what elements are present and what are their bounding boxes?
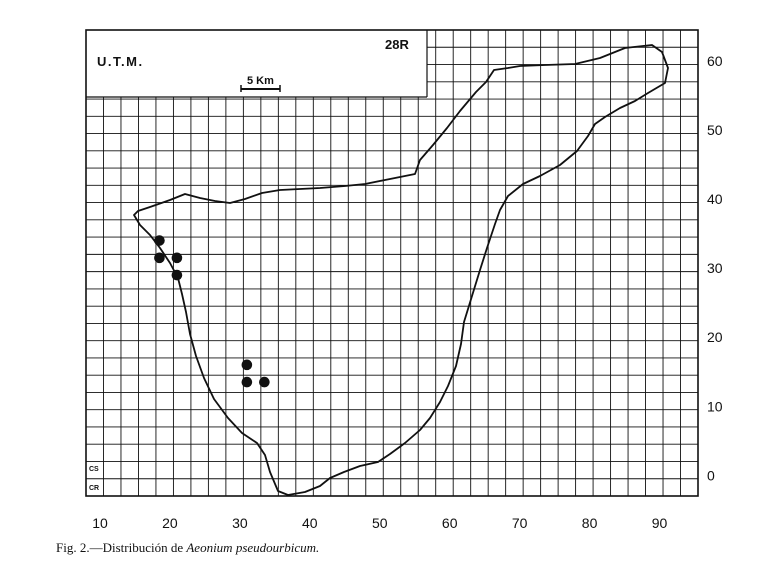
x-tick-label: 90	[652, 515, 668, 531]
utm-grid	[86, 30, 698, 496]
y-tick-label: 10	[707, 398, 723, 414]
occurrence-point	[259, 376, 270, 388]
caption-species: Aeonium pseudourbicum.	[186, 540, 320, 555]
y-tick-label: 50	[707, 122, 723, 138]
figure-caption: Fig. 2.—Distribución de Aeonium pseudour…	[56, 540, 319, 556]
x-tick-label: 70	[512, 515, 528, 531]
scale-bar	[240, 85, 281, 92]
y-axis-labels: 60 50 40 30 20 10 0	[707, 53, 723, 483]
occurrence-point	[171, 252, 183, 264]
legend-box	[86, 30, 427, 97]
zone-label: 28R	[385, 37, 409, 52]
utm-label: U.T.M.	[97, 54, 144, 69]
occurrence-point	[154, 235, 165, 246]
y-tick-label: 30	[707, 260, 723, 276]
y-tick-label: 60	[707, 53, 723, 69]
y-tick-label: 0	[707, 467, 715, 483]
x-axis-labels: 10 20 30 40 50 60 70 80 90	[92, 515, 667, 531]
occurrence-point	[154, 252, 165, 264]
y-tick-label: 20	[707, 329, 723, 345]
cell-label-cs: CS	[89, 466, 99, 473]
x-tick-label: 80	[582, 515, 598, 531]
occurrence-point	[241, 376, 253, 388]
scale-label: 5 Km	[247, 75, 274, 87]
island-outline	[133, 44, 669, 496]
occurrence-point	[241, 359, 253, 371]
y-tick-label: 40	[707, 191, 723, 207]
x-tick-label: 20	[162, 515, 178, 531]
x-tick-label: 60	[442, 515, 458, 531]
x-tick-label: 40	[302, 515, 318, 531]
x-tick-label: 50	[372, 515, 388, 531]
occurrence-points	[154, 235, 270, 388]
x-tick-label: 10	[92, 515, 108, 531]
x-tick-label: 30	[232, 515, 248, 531]
occurrence-point	[171, 269, 183, 281]
cell-label-cr: CR	[89, 485, 99, 492]
map-frame	[85, 29, 699, 497]
caption-prefix: Fig. 2.—Distribución de	[56, 540, 187, 555]
